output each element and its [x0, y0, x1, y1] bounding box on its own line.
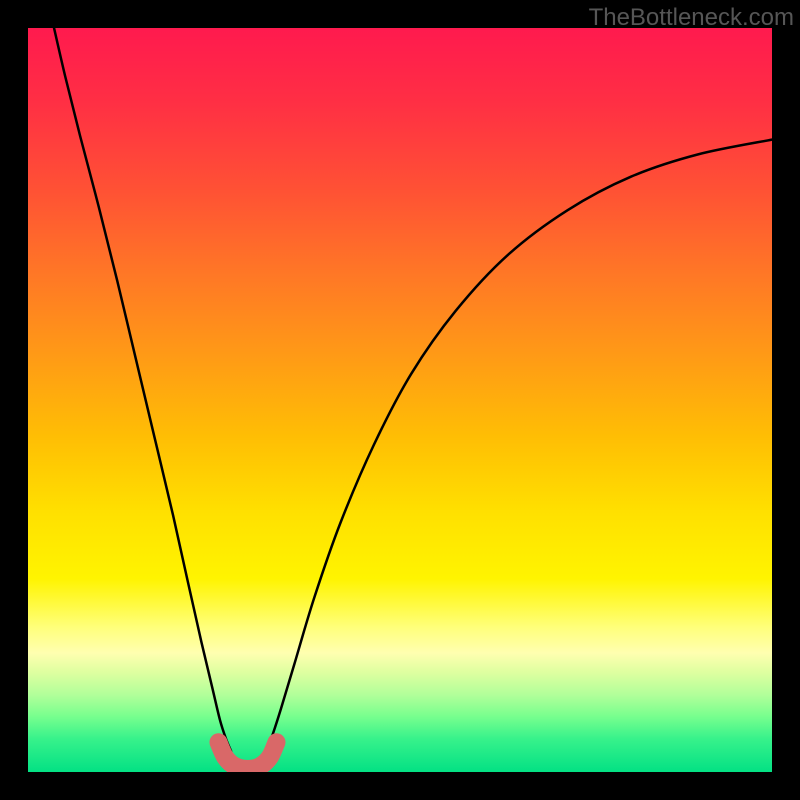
plot-background — [28, 28, 772, 772]
bottleneck-chart — [0, 0, 800, 800]
figure-stage: TheBottleneck.com — [0, 0, 800, 800]
bottom-marker-dot-left — [210, 734, 226, 750]
bottom-marker-dot-right — [268, 734, 284, 750]
